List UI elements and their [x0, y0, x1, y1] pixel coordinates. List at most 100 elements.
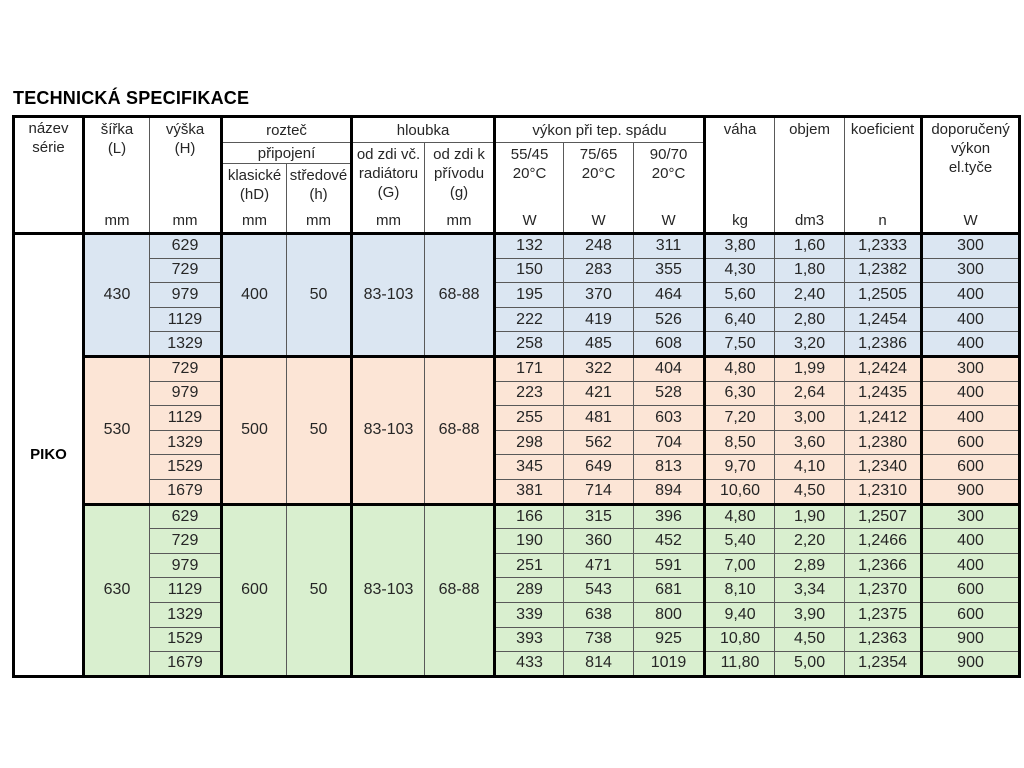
spec-row: 630 629 600 50 83-103 68-88 166 315 396 4,80 1,90 1…	[14, 502, 1021, 677]
volume-cell: 2,89	[774, 552, 846, 579]
power-9070-cell: 528	[633, 380, 707, 407]
power-5545-cell: 166	[494, 502, 565, 530]
weight-cell: 4,80	[704, 502, 776, 530]
spec-row: 1329 339 638 800 9,40 3,90 1,2375 600	[14, 601, 1021, 628]
power-9070-cell: 311	[633, 232, 707, 259]
height-cell: 729	[149, 257, 223, 284]
width-cell: 430	[83, 232, 150, 357]
spec-row: 979 195 370 464 5,60 2,40 1,2505 400	[14, 282, 1021, 308]
spec-table-header: název série šířka (L) mm výška (H) mm rozt…	[13, 116, 1021, 234]
power-9070-cell: 452	[633, 528, 707, 554]
weight-cell: 4,80	[704, 354, 776, 382]
power-7565-cell: 283	[563, 257, 635, 284]
power-5545-cell: 223	[494, 380, 565, 407]
power-7565-cell: 360	[563, 528, 635, 554]
recommended-power-cell: 400	[921, 380, 1021, 407]
volume-cell: 1,99	[774, 354, 846, 382]
depth-to-inlet-cell: 68-88	[424, 232, 497, 357]
spec-row: 1129 222 419 526 6,40 2,80 1,2454 400	[14, 306, 1021, 333]
power-9070-cell: 404	[633, 354, 707, 382]
recommended-power-cell: 400	[921, 552, 1021, 579]
coefficient-cell: 1,2424	[844, 354, 924, 382]
header-cell-doporuceny: doporučený výkon el.tyče W	[921, 116, 1021, 234]
spec-table: název série šířka (L) mm výška (H) mm rozt…	[12, 115, 1022, 678]
spec-row: 530 729 500 50 83-103 68-88 171 322 404 4,80 1,99 1…	[14, 354, 1021, 505]
recommended-power-cell: 600	[921, 454, 1021, 480]
width-cell: 630	[83, 502, 150, 677]
recommended-power-cell: 300	[921, 502, 1021, 530]
spec-row: 1129 289 543 681 8,10 3,34 1,2370 600	[14, 577, 1021, 603]
recommended-power-cell: 300	[921, 354, 1021, 382]
recommended-power-cell: 400	[921, 331, 1021, 357]
header-cell-od-zdi-vc: od zdi vč. radiátoru (G) mm	[351, 142, 426, 234]
coefficient-cell: 1,2310	[844, 478, 924, 505]
height-cell: 629	[149, 232, 223, 259]
power-7565-cell: 814	[563, 651, 635, 677]
power-9070-cell: 813	[633, 454, 707, 480]
spec-row: 1679 433 814 1019 11,80 5,00 1,2354 900	[14, 651, 1021, 677]
power-7565-cell: 248	[563, 232, 635, 259]
coefficient-cell: 1,2435	[844, 380, 924, 407]
header-cell-spad-7565: 75/65 20°C W	[563, 142, 635, 234]
unit-label: mm	[172, 212, 198, 229]
recommended-power-cell: 400	[921, 282, 1021, 308]
height-cell: 1329	[149, 601, 223, 628]
volume-cell: 3,60	[774, 429, 846, 456]
power-5545-cell: 251	[494, 552, 565, 579]
pitch-classic-cell: 400	[221, 232, 287, 357]
volume-cell: 3,34	[774, 577, 846, 603]
spec-row: 1529 345 649 813 9,70 4,10 1,2340 600	[14, 454, 1021, 480]
coefficient-cell: 1,2333	[844, 232, 924, 259]
coefficient-cell: 1,2386	[844, 331, 924, 357]
width-cell: 530	[83, 354, 150, 505]
height-cell: 729	[149, 528, 223, 554]
recommended-power-cell: 600	[921, 577, 1021, 603]
spec-row: 979 251 471 591 7,00 2,89 1,2366 400	[14, 552, 1021, 579]
height-cell: 1329	[149, 331, 223, 357]
recommended-power-cell: 900	[921, 651, 1021, 677]
power-7565-cell: 481	[563, 405, 635, 431]
height-cell: 1679	[149, 651, 223, 677]
recommended-power-cell: 400	[921, 306, 1021, 333]
weight-cell: 7,20	[704, 405, 776, 431]
power-7565-cell: 419	[563, 306, 635, 333]
recommended-power-cell: 400	[921, 528, 1021, 554]
coefficient-cell: 1,2507	[844, 502, 924, 530]
power-9070-cell: 1019	[633, 651, 707, 677]
coefficient-cell: 1,2505	[844, 282, 924, 308]
unit-label: W	[522, 212, 537, 229]
power-7565-cell: 649	[563, 454, 635, 480]
power-7565-cell: 370	[563, 282, 635, 308]
power-7565-cell: 562	[563, 429, 635, 456]
weight-cell: 3,80	[704, 232, 776, 259]
power-5545-cell: 339	[494, 601, 565, 628]
header-cell-spad-9070: 90/70 20°C W	[633, 142, 707, 234]
coefficient-cell: 1,2412	[844, 405, 924, 431]
header-cell-spad-5545: 55/45 20°C W	[494, 142, 565, 234]
power-5545-cell: 190	[494, 528, 565, 554]
weight-cell: 10,60	[704, 478, 776, 505]
power-9070-cell: 603	[633, 405, 707, 431]
volume-cell: 4,50	[774, 478, 846, 505]
power-5545-cell: 195	[494, 282, 565, 308]
recommended-power-cell: 400	[921, 405, 1021, 431]
power-5545-cell: 433	[494, 651, 565, 677]
power-9070-cell: 800	[633, 601, 707, 628]
weight-cell: 6,30	[704, 380, 776, 407]
unit-label: mm	[376, 212, 402, 229]
weight-cell: 11,80	[704, 651, 776, 677]
volume-cell: 5,00	[774, 651, 846, 677]
power-9070-cell: 526	[633, 306, 707, 333]
height-cell: 979	[149, 380, 223, 407]
depth-from-wall-cell: 83-103	[351, 502, 426, 677]
power-7565-cell: 714	[563, 478, 635, 505]
header-cell-objem: objem dm3	[774, 116, 846, 234]
pitch-classic-cell: 500	[221, 354, 287, 505]
volume-cell: 2,80	[774, 306, 846, 333]
power-9070-cell: 925	[633, 626, 707, 653]
power-9070-cell: 591	[633, 552, 707, 579]
spec-row: 1329 298 562 704 8,50 3,60 1,2380 600	[14, 429, 1021, 456]
weight-cell: 9,40	[704, 601, 776, 628]
pitch-central-cell: 50	[285, 502, 354, 677]
